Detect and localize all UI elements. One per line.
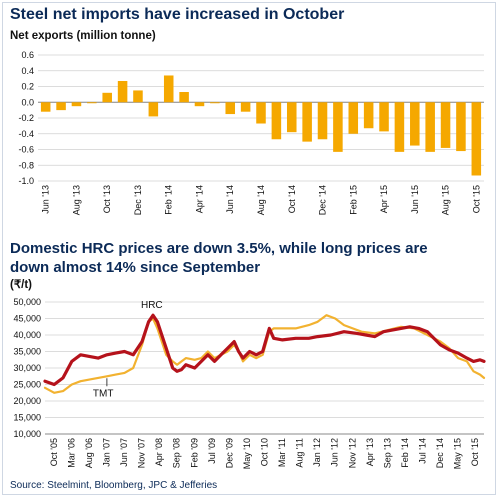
chart2-xtick-label: Sep '08 — [172, 438, 182, 468]
chart1-subtitle: Net exports (million tonne) — [10, 30, 156, 42]
chart2-xtick-label: May '15 — [453, 438, 463, 469]
chart2-xtick-label: Dec '14 — [435, 438, 445, 468]
chart2-xtick-label: May '10 — [242, 438, 252, 469]
chart1-bar — [40, 102, 51, 112]
chart1-bar — [194, 102, 205, 107]
chart1-bar — [102, 92, 112, 103]
chart1-xtick-label: Dec '13 — [133, 185, 143, 215]
chart1-ytick-label: 0.2 — [21, 82, 34, 92]
chart1-bar — [133, 90, 143, 103]
chart2-xtick-label: Mar '06 — [66, 438, 76, 468]
chart1-ytick-label: -0.6 — [18, 145, 34, 155]
chart2-ytick-label: 30,000 — [13, 363, 41, 373]
chart2-ytick-label: 40,000 — [13, 330, 41, 340]
source-note: Source: Steelmint, Bloomberg, JPC & Jeff… — [10, 480, 218, 491]
chart1-xtick-label: Aug '15 — [441, 185, 451, 215]
chart1-xtick-label: Aug '14 — [256, 185, 266, 215]
chart2-title: Domestic HRC prices are down 3.5%, while… — [10, 240, 428, 276]
chart2-ytick-label: 15,000 — [13, 413, 41, 423]
chart1-ytick-label: -0.4 — [18, 129, 34, 139]
chart2-xtick-label: Apr '08 — [154, 438, 164, 466]
chart1-bar — [456, 102, 466, 152]
chart1-bar — [425, 102, 435, 152]
chart1-ytick-label: -0.2 — [18, 113, 34, 123]
chart1-bar — [117, 80, 128, 103]
chart1-bar — [71, 102, 82, 107]
chart2-unit: (₹/t) — [10, 279, 33, 291]
chart1-xtick-label: Oct '15 — [471, 185, 481, 213]
chart1-xtick-label: Apr '15 — [379, 185, 389, 213]
chart1-bar — [225, 102, 236, 115]
chart1-bar — [317, 102, 328, 140]
chart1-ytick-label: 0.4 — [21, 66, 34, 76]
chart1-bar — [333, 102, 343, 152]
chart2-xtick-label: Nov '12 — [347, 438, 357, 468]
chart2-annotation-tmt: TMT — [93, 388, 114, 399]
chart1-bar — [163, 75, 174, 103]
chart2-xtick-label: Aug '06 — [84, 438, 94, 468]
chart1-bar — [286, 102, 297, 133]
chart1-bar — [348, 102, 359, 134]
chart1-bar — [440, 102, 451, 148]
chart2-xtick-label: Jul '09 — [207, 438, 217, 464]
chart1-title: Steel net imports have increased in Octo… — [10, 6, 345, 23]
chart1-bar — [148, 102, 159, 117]
chart2-xtick-label: Aug '11 — [295, 438, 305, 468]
chart1-xtick-label: Oct '14 — [287, 185, 297, 213]
chart1-xtick-label: Feb '14 — [164, 185, 174, 215]
chart2-xtick-label: Oct '10 — [260, 438, 270, 466]
chart1-bar — [210, 102, 220, 104]
chart2-ytick-label: 50,000 — [13, 297, 41, 307]
chart2-xtick-label: Oct '15 — [470, 438, 480, 466]
chart1-ytick-label: -1.0 — [18, 176, 34, 186]
chart2-ytick-label: 25,000 — [13, 380, 41, 390]
chart1-bar — [56, 102, 66, 111]
chart2-xtick-label: Dec '09 — [224, 438, 234, 468]
chart1-bar — [87, 102, 97, 104]
chart1-xtick-label: Jun '15 — [410, 185, 420, 214]
chart1-xtick-label: Dec '14 — [318, 185, 328, 215]
chart2-ytick-label: 35,000 — [13, 347, 41, 357]
chart2-xtick-label: Apr '13 — [365, 438, 375, 466]
chart2-xtick-label: Jan '12 — [312, 438, 322, 467]
chart1-bar — [302, 102, 312, 142]
chart1-bar — [271, 102, 282, 140]
chart2-xtick-label: Oct '05 — [49, 438, 59, 466]
chart1-xtick-label: Apr '14 — [194, 185, 204, 213]
chart1-bar — [394, 102, 405, 152]
chart1-xtick-label: Feb '15 — [348, 185, 358, 215]
chart2-xtick-label: Sep '13 — [382, 438, 392, 468]
chart2-xtick-label: Feb '09 — [189, 438, 199, 468]
chart1-bar — [363, 102, 374, 129]
chart2-xtick-label: Feb '14 — [400, 438, 410, 468]
card-frame — [2, 2, 496, 495]
chart2-xtick-label: Jun '07 — [119, 438, 129, 467]
chart2-xtick-label: Mar '11 — [277, 438, 287, 467]
chart1-bar — [179, 92, 189, 103]
chart1-xtick-label: Jun '14 — [225, 185, 235, 214]
chart2-series-hrc-line — [43, 313, 486, 387]
chart2-xtick-label: Jul '14 — [418, 438, 428, 464]
chart1-xtick-label: Jun '13 — [41, 185, 51, 214]
chart1-bar — [471, 102, 482, 176]
chart2-ytick-label: 10,000 — [13, 429, 41, 439]
chart1-ytick-label: 0.0 — [21, 97, 34, 107]
chart1-xtick-label: Oct '13 — [102, 185, 112, 213]
chart2-xtick-label: Jun '12 — [330, 438, 340, 467]
chart1-bar — [410, 102, 420, 146]
chart2-ytick-label: 45,000 — [13, 314, 41, 324]
chart1-bar — [240, 102, 251, 112]
chart2-xtick-label: Nov '07 — [137, 438, 147, 468]
chart2-xtick-label: Jan '07 — [101, 438, 111, 467]
chart1-ytick-label: 0.6 — [21, 50, 34, 60]
chart1-ytick-label: -0.8 — [18, 160, 34, 170]
chart1-xtick-label: Aug '13 — [71, 185, 81, 215]
chart2-ytick-label: 20,000 — [13, 396, 41, 406]
chart2-annotation-hrc: HRC — [141, 300, 163, 311]
chart1-bar — [379, 102, 389, 132]
chart1-bar — [256, 102, 266, 124]
